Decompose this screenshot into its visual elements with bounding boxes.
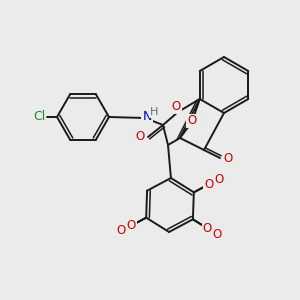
Text: O: O: [204, 178, 214, 191]
Text: O: O: [188, 115, 196, 128]
Text: O: O: [203, 222, 212, 235]
Text: O: O: [214, 173, 223, 186]
Text: O: O: [212, 228, 221, 241]
Text: Cl: Cl: [33, 110, 45, 124]
Text: O: O: [127, 219, 136, 232]
Text: O: O: [135, 130, 145, 142]
Text: N: N: [142, 110, 152, 124]
Text: O: O: [224, 152, 232, 166]
Text: O: O: [117, 224, 126, 237]
Text: O: O: [171, 100, 181, 113]
Text: H: H: [150, 107, 158, 117]
